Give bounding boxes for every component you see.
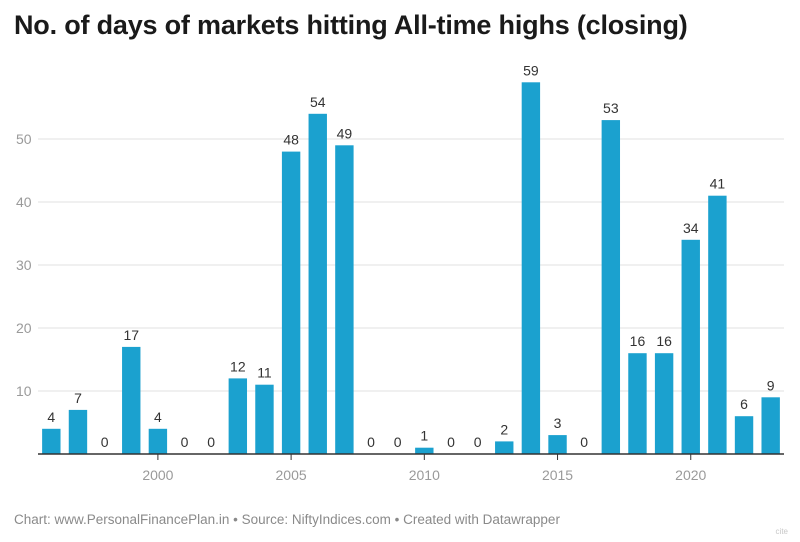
bar bbox=[281, 151, 301, 454]
y-tick-label: 40 bbox=[16, 194, 32, 210]
data-label: 48 bbox=[283, 132, 299, 148]
data-label: 11 bbox=[257, 365, 272, 381]
x-tick-label: 2005 bbox=[276, 467, 307, 483]
bar bbox=[68, 409, 88, 454]
x-tick-label: 2020 bbox=[675, 467, 706, 483]
data-label: 0 bbox=[474, 434, 482, 450]
bar bbox=[708, 195, 727, 454]
data-label: 0 bbox=[207, 434, 215, 450]
bar bbox=[601, 120, 621, 454]
data-label: 4 bbox=[154, 409, 162, 425]
y-tick-label: 20 bbox=[16, 320, 32, 336]
chart-title: No. of days of markets hitting All-time … bbox=[14, 10, 688, 40]
data-label: 59 bbox=[523, 62, 539, 78]
data-label: 0 bbox=[101, 434, 109, 450]
bar bbox=[654, 353, 674, 454]
data-label: 1 bbox=[420, 428, 428, 444]
data-label: 3 bbox=[554, 415, 562, 431]
data-label: 16 bbox=[656, 333, 672, 349]
data-label: 16 bbox=[630, 333, 646, 349]
data-label: 6 bbox=[740, 396, 748, 412]
bar bbox=[681, 239, 700, 454]
data-label: 9 bbox=[767, 377, 775, 393]
bars bbox=[42, 82, 780, 455]
bar bbox=[335, 145, 354, 455]
data-label: 2 bbox=[500, 421, 508, 437]
bar bbox=[761, 397, 780, 454]
bar bbox=[415, 447, 434, 454]
y-axis-ticks: 10 20 30 40 50 bbox=[16, 131, 32, 399]
bar bbox=[628, 353, 647, 454]
y-tick-label: 10 bbox=[16, 383, 32, 399]
data-label: 0 bbox=[580, 434, 588, 450]
x-tick-label: 2015 bbox=[542, 467, 573, 483]
bar bbox=[42, 428, 61, 454]
watermark: cite bbox=[775, 527, 788, 536]
bar bbox=[548, 435, 567, 454]
x-axis-ticks: 2000 2005 2010 2015 2020 bbox=[142, 454, 707, 483]
bar bbox=[148, 428, 168, 454]
bar bbox=[228, 378, 248, 454]
bar bbox=[122, 346, 141, 454]
data-label: 0 bbox=[447, 434, 455, 450]
bar bbox=[255, 384, 274, 454]
bar bbox=[308, 113, 327, 455]
data-label: 4 bbox=[47, 409, 55, 425]
data-label: 12 bbox=[230, 358, 246, 374]
data-label: 7 bbox=[74, 390, 82, 406]
bar bbox=[521, 82, 541, 455]
data-label: 41 bbox=[710, 176, 726, 192]
bar bbox=[734, 416, 754, 454]
data-label: 34 bbox=[683, 220, 699, 236]
data-label: 17 bbox=[123, 327, 139, 343]
data-label: 49 bbox=[337, 125, 353, 141]
data-label: 0 bbox=[367, 434, 375, 450]
x-tick-label: 2000 bbox=[142, 467, 173, 483]
data-labels: 4 7 0 17 4 0 0 12 11 48 54 49 0 0 1 0 0 2 59 3 0 53 16 16 34 41 6 9 bbox=[47, 62, 774, 450]
y-tick-label: 30 bbox=[16, 257, 32, 273]
chart-footer: Chart: www.PersonalFinancePlan.in • Sour… bbox=[14, 512, 560, 527]
y-tick-label: 50 bbox=[16, 131, 32, 147]
x-tick-label: 2010 bbox=[409, 467, 440, 483]
data-label: 53 bbox=[603, 100, 619, 116]
data-label: 0 bbox=[394, 434, 402, 450]
data-label: 54 bbox=[310, 94, 326, 110]
data-label: 0 bbox=[181, 434, 189, 450]
bar bbox=[495, 441, 514, 454]
